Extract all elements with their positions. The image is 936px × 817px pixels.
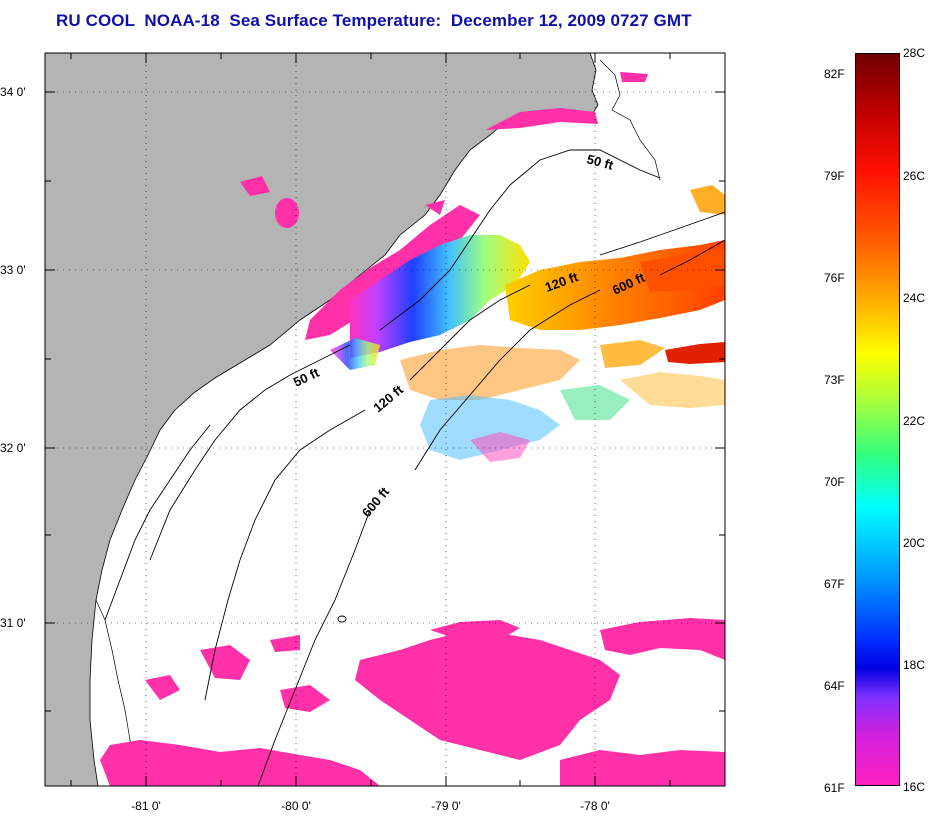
lat-label: 31 0'	[0, 616, 26, 630]
colorbar-fahrenheit-label: 64F	[824, 679, 845, 693]
colorbar-celsius-label: 28C	[903, 46, 926, 60]
lat-label: 33 0'	[0, 263, 26, 277]
colorbar-celsius-label: 26C	[903, 169, 926, 183]
warm-band-east	[600, 340, 665, 368]
contour-50ft-inner	[104, 424, 211, 621]
lat-label: 34 0'	[0, 85, 26, 99]
colorbar-celsius-label: 20C	[903, 536, 926, 550]
colorbar-celsius-label: 18C	[903, 658, 926, 672]
scattered-pixels	[400, 345, 725, 462]
contour-120ft	[204, 211, 725, 701]
hot-streak	[665, 342, 725, 364]
colorbar-fahrenheit-label: 82F	[824, 67, 845, 81]
tick-marks	[45, 53, 725, 786]
lon-label: -80 0'	[281, 799, 311, 813]
map-title: RU COOL NOAA-18 Sea Surface Temperature:…	[56, 11, 692, 30]
cold-water-patches	[100, 72, 725, 786]
warm-core	[640, 250, 725, 292]
lon-label: -81 0'	[131, 799, 161, 813]
marsh-outline	[599, 59, 661, 181]
lon-label: -78 0'	[580, 799, 610, 813]
contour-50ft	[149, 149, 661, 561]
colorbar-celsius-label: 16C	[903, 780, 926, 794]
graticule	[45, 53, 725, 786]
sst-plume	[350, 235, 530, 358]
map-frame	[44, 52, 726, 787]
colorbar-celsius-label: 22C	[903, 414, 926, 428]
colorbar-fahrenheit-label: 61F	[824, 781, 845, 795]
colorbar-fahrenheit-label: 70F	[824, 475, 845, 489]
colorbar-fahrenheit-label: 67F	[824, 577, 845, 591]
colorbar-fahrenheit-label: 79F	[824, 169, 845, 183]
warm-patch-top	[690, 185, 725, 215]
colorbar-fahrenheit-label: 76F	[824, 271, 845, 285]
colorbar-fahrenheit-label: 73F	[824, 373, 845, 387]
colorbar-celsius-label: 24C	[903, 291, 926, 305]
seamount-contour	[337, 615, 347, 623]
contour-label-50ft-north: 50 ft	[585, 151, 615, 173]
lon-label: -79 0'	[431, 799, 461, 813]
temperature-colorbar	[855, 53, 900, 786]
lat-label: 32 0'	[0, 441, 26, 455]
sst-plume-south	[330, 338, 380, 370]
